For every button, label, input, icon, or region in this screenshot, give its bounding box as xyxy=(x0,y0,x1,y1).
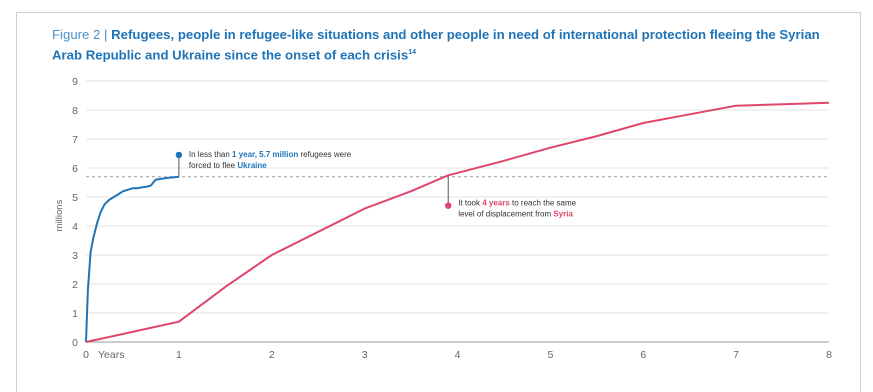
series-line-ukraine xyxy=(85,175,180,343)
x-tick-label-1: 1 xyxy=(176,349,182,361)
annotation-dot-ukraine xyxy=(175,151,183,159)
annotation-text-ukraine-line1: In less than 1 year, 5.7 million refugee… xyxy=(189,150,352,159)
x-tick-label-3: 3 xyxy=(362,349,368,361)
annotations: In less than 1 year, 5.7 million refugee… xyxy=(175,150,577,219)
line-chart: 0 1 2 3 4 5 6 7 8 9 0 1 2 3 4 5 6 7 8 In less than 1 year… xyxy=(54,76,832,361)
y-tick-label-8: 8 xyxy=(72,105,78,117)
x-tick-label-5: 5 xyxy=(547,349,553,361)
y-tick-label-4: 4 xyxy=(72,221,78,233)
grid-lines xyxy=(86,80,829,343)
annotation-text-ukraine-line2: forced to flee Ukraine xyxy=(189,161,267,170)
footnote-marker: 14 xyxy=(408,49,416,56)
x-tick-label-0: 0 xyxy=(83,349,89,361)
series-lines xyxy=(85,101,830,343)
annotation-dot-syria xyxy=(445,202,452,209)
x-axis-ticks: 0 1 2 3 4 5 6 7 8 xyxy=(83,349,832,361)
y-tick-label-6: 6 xyxy=(72,163,78,175)
x-axis-label: Years xyxy=(98,349,124,361)
figure-title: Refugees, people in refugee-like situati… xyxy=(52,27,820,63)
y-axis-label: millions xyxy=(54,199,65,231)
y-tick-label-2: 2 xyxy=(72,279,78,291)
x-tick-label-7: 7 xyxy=(733,349,739,361)
x-tick-label-4: 4 xyxy=(455,349,461,361)
x-tick-label-8: 8 xyxy=(826,349,832,361)
annotation-text-syria-line1: It took 4 years to reach the same xyxy=(458,199,576,208)
x-tick-label-6: 6 xyxy=(640,349,646,361)
figure-frame xyxy=(16,12,861,392)
y-axis-ticks: 0 1 2 3 4 5 6 7 8 9 xyxy=(72,76,78,349)
series-line-syria xyxy=(85,101,830,343)
y-tick-label-5: 5 xyxy=(72,192,78,204)
y-tick-label-7: 7 xyxy=(72,134,78,146)
x-tick-label-2: 2 xyxy=(269,349,275,361)
y-tick-label-9: 9 xyxy=(72,76,78,88)
y-tick-label-0: 0 xyxy=(72,337,78,349)
figure-prefix: Figure 2 | xyxy=(52,27,112,42)
chart-title: Figure 2 | Refugees, people in refugee-l… xyxy=(52,26,842,64)
annotation-text-syria-line2: level of displacement from Syria xyxy=(458,210,573,219)
y-tick-label-3: 3 xyxy=(72,250,78,262)
y-tick-label-1: 1 xyxy=(72,308,78,320)
